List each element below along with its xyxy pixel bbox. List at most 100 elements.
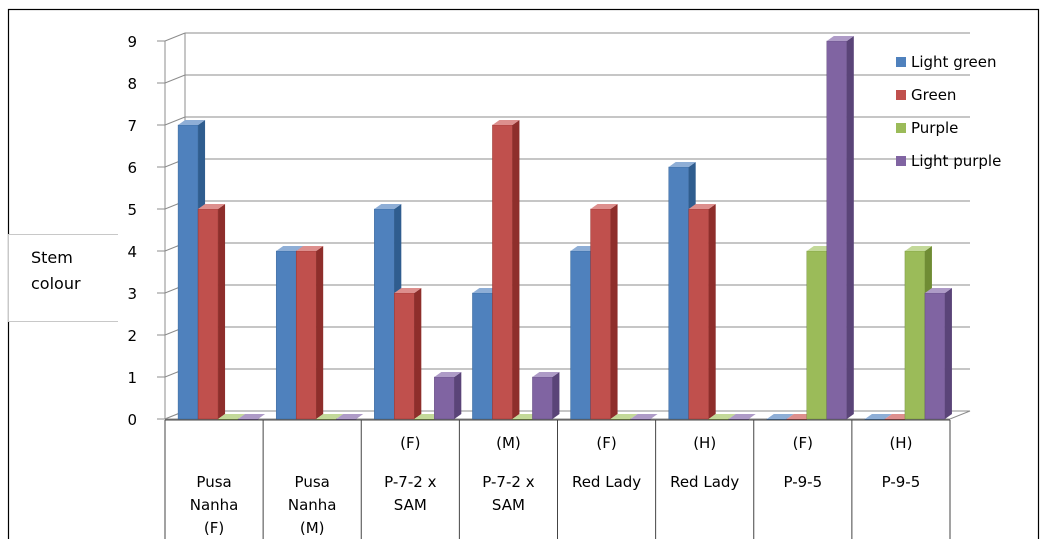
bar-top-2-3 (434, 372, 462, 377)
bar-6-3 (826, 40, 848, 420)
legend-swatch-2 (896, 123, 906, 133)
y-tick-label-1: 1 (127, 369, 137, 387)
y-axis-label-line-1: Stem (31, 248, 73, 267)
category-label-2-2: SAM (394, 496, 427, 514)
gridline-diag-8 (164, 74, 186, 84)
category-label-6-0: (F) (793, 434, 813, 452)
bar-side-3-3 (552, 372, 560, 419)
y-tick-label-4: 4 (127, 243, 137, 261)
bar-0-0 (177, 124, 199, 420)
bar-5-2 (708, 418, 729, 420)
bar-top-7-0 (864, 414, 892, 419)
bar-3-3 (532, 376, 553, 420)
category-label-2-1: P-7-2 x (384, 473, 436, 491)
y-axis-label: Stem colour (8, 234, 118, 322)
category-label-1-2: (M) (300, 519, 325, 537)
bar-2-0 (374, 208, 395, 420)
bar-5-1 (688, 208, 709, 420)
gridline-diag-9 (164, 32, 186, 42)
bar-top-2-0 (374, 204, 402, 209)
bar-4-2 (610, 418, 631, 420)
gridline-diag-7 (164, 116, 186, 126)
y-tick-label-7: 7 (127, 117, 137, 135)
bar-1-0 (275, 250, 297, 420)
chart-frame (7, 8, 1040, 543)
category-label-4-1: Red Lady (572, 473, 641, 491)
legend-swatch-1 (896, 90, 906, 100)
y-tick-label-9: 9 (127, 33, 137, 51)
bar-top-5-3 (728, 414, 756, 419)
bar-4-3 (630, 418, 651, 420)
bar-top-6-3 (826, 36, 854, 41)
bar-top-1-3 (336, 414, 364, 419)
bar-2-3 (434, 376, 455, 420)
category-label-3-2: SAM (492, 496, 525, 514)
bar-7-2 (904, 250, 926, 420)
y-tick-label-2: 2 (127, 327, 137, 345)
bar-top-5-0 (668, 162, 696, 167)
bar-side-3-1 (512, 120, 520, 419)
bar-side-2-1 (414, 288, 422, 419)
y-tick-label-5: 5 (127, 201, 137, 219)
bar-side-4-1 (610, 204, 618, 419)
bar-4-1 (590, 208, 611, 420)
bar-3-2 (512, 418, 533, 420)
bar-1-2 (315, 418, 337, 420)
bar-side-6-3 (846, 36, 854, 419)
bar-side-7-3 (944, 288, 952, 419)
category-label-0-0: Pusa (196, 473, 231, 491)
legend-swatch-3 (896, 156, 906, 166)
bar-5-3 (728, 418, 749, 420)
y-tick-label-3: 3 (127, 285, 137, 303)
bar-2-2 (414, 418, 435, 420)
bar-3-1 (492, 124, 513, 420)
bar-top-1-2 (316, 414, 344, 419)
bar-3-0 (472, 292, 493, 420)
bar-1-3 (335, 418, 357, 420)
bar-top-3-1 (492, 120, 520, 125)
bar-6-1 (786, 418, 808, 420)
category-label-6-1: P-9-5 (783, 473, 822, 491)
legend-label-2: Purple (911, 119, 958, 137)
category-label-1-1: Nanha (288, 496, 337, 514)
bar-5-0 (668, 166, 689, 420)
category-label-0-2: (F) (204, 519, 224, 537)
bar-top-1-0 (276, 246, 304, 251)
bar-side-1-1 (316, 246, 324, 419)
bar-top-4-3 (630, 414, 658, 419)
bar-top-4-1 (590, 204, 618, 209)
category-label-7-0: (H) (889, 434, 912, 452)
legend-label-1: Green (911, 86, 956, 104)
bar-top-6-0 (766, 414, 794, 419)
bar-top-5-1 (688, 204, 716, 209)
bar-top-3-3 (532, 372, 560, 377)
bar-side-0-1 (218, 204, 226, 419)
bar-top-0-3 (238, 414, 266, 419)
bar-0-2 (217, 418, 239, 420)
bar-side-2-3 (454, 372, 462, 419)
y-tick-label-0: 0 (127, 411, 137, 429)
bar-7-0 (864, 418, 886, 420)
bar-0-1 (197, 208, 219, 420)
y-tick-label-8: 8 (127, 75, 137, 93)
bar-7-1 (884, 418, 906, 420)
bar-7-3 (924, 292, 946, 420)
category-label-3-0: (M) (496, 434, 521, 452)
bar-top-7-2 (904, 246, 932, 251)
category-label-5-1: Red Lady (670, 473, 739, 491)
category-label-2-0: (F) (400, 434, 420, 452)
y-tick-label-6: 6 (127, 159, 137, 177)
bar-6-0 (766, 418, 788, 420)
category-label-7-1: P-9-5 (882, 473, 921, 491)
y-axis-label-line-2: colour (31, 274, 81, 293)
category-label-0-1: Nanha (190, 496, 239, 514)
legend-label-3: Light purple (911, 152, 1001, 170)
bar-top-0-2 (218, 414, 246, 419)
bar-top-0-1 (198, 204, 226, 209)
bar-6-2 (806, 250, 828, 420)
legend-swatch-0 (896, 57, 906, 67)
category-label-4-0: (F) (596, 434, 616, 452)
bar-1-1 (295, 250, 317, 420)
